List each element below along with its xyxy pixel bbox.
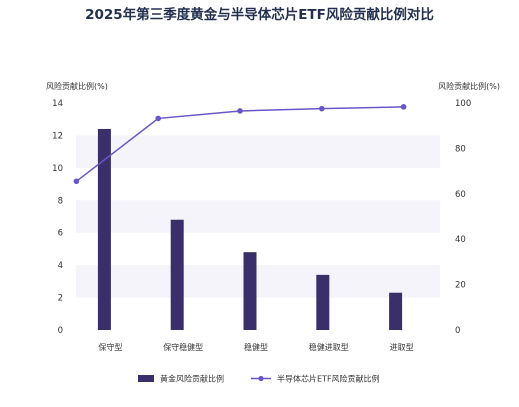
y-left-tick-label: 4 [58, 261, 63, 271]
x-category-label: 保守稳健型 [163, 342, 203, 352]
legend: 黄金风险贡献比例 半导体芯片ETF风险贡献比例 [138, 374, 380, 384]
line-point [237, 108, 243, 114]
y-axis-right-label: 风险贡献比例(%) [438, 81, 500, 91]
grid-band [76, 135, 440, 168]
y-left-tick-label: 6 [58, 229, 63, 239]
legend-line-label: 半导体芯片ETF风险贡献比例 [277, 374, 380, 384]
bar [316, 274, 330, 330]
x-category-label: 稳健型 [244, 342, 268, 352]
bar [97, 128, 111, 330]
bar-series [97, 128, 403, 330]
chart-title: 2025年第三季度黄金与半导体芯片ETF风险贡献比例对比 [85, 6, 434, 23]
line-point [319, 105, 325, 112]
bar [243, 252, 257, 330]
y-left-tick-label: 0 [58, 326, 63, 336]
legend-bar-swatch [138, 375, 154, 382]
y-left-tick-label: 14 [52, 99, 63, 109]
x-axis-categories: 保守型 保守稳健型 稳健型 稳健进取型 进取型 [98, 342, 413, 352]
y-axis-left-label: 风险贡献比例(%) [46, 81, 108, 91]
y-right-tick-label: 80 [455, 144, 466, 154]
y-left-tick-label: 10 [52, 164, 63, 174]
y-axis-left-ticks: 0 2 4 6 8 10 12 14 [52, 99, 63, 336]
y-axis-right-ticks: 0 20 40 60 80 100 [455, 99, 471, 336]
y-right-tick-label: 60 [455, 190, 466, 200]
x-category-label: 保守型 [98, 342, 122, 352]
y-right-tick-label: 20 [455, 281, 466, 291]
y-left-tick-label: 8 [58, 196, 63, 206]
bar [389, 292, 403, 330]
x-category-label: 稳健进取型 [309, 342, 349, 352]
y-right-tick-label: 40 [455, 235, 466, 245]
y-right-tick-label: 100 [455, 99, 471, 109]
y-left-tick-label: 2 [58, 294, 63, 304]
y-left-tick-label: 12 [52, 131, 63, 141]
y-right-tick-label: 0 [455, 326, 460, 336]
line-point [400, 104, 407, 110]
bar [170, 219, 184, 330]
grid-band [76, 265, 440, 298]
legend-bar-label: 黄金风险贡献比例 [160, 374, 224, 384]
grid-bands [76, 135, 440, 298]
x-category-label: 进取型 [390, 343, 414, 352]
line-series [73, 104, 407, 185]
line-point [155, 115, 161, 122]
line-point [73, 178, 80, 185]
grid-band [76, 200, 440, 233]
legend-line-marker [258, 375, 264, 382]
